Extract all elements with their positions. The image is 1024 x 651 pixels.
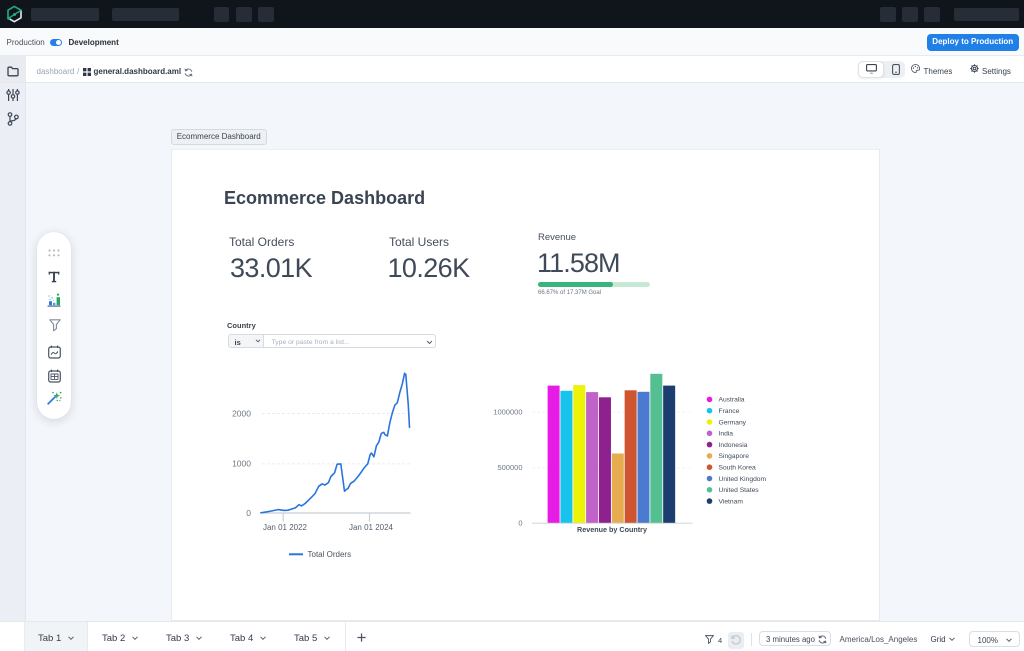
svg-text:Germany: Germany	[719, 419, 747, 426]
svg-text:Revenue by Country: Revenue by Country	[577, 525, 647, 534]
svg-text:Total Orders: Total Orders	[308, 550, 352, 559]
svg-text:United States: United States	[719, 487, 760, 494]
svg-text:0: 0	[518, 519, 522, 528]
svg-text:Singapore: Singapore	[719, 453, 750, 460]
svg-text:India: India	[719, 431, 734, 438]
svg-text:Jan 01 2022: Jan 01 2022	[263, 523, 308, 532]
svg-text:Vietnam: Vietnam	[719, 498, 744, 505]
svg-text:500000: 500000	[497, 463, 522, 472]
svg-text:South Korea: South Korea	[719, 465, 756, 472]
svg-text:1000000: 1000000	[493, 408, 522, 417]
svg-text:1000: 1000	[232, 459, 251, 469]
svg-text:Australia: Australia	[719, 397, 745, 404]
svg-text:0: 0	[246, 508, 251, 518]
svg-text:France: France	[719, 408, 740, 415]
svg-text:United Kingdom: United Kingdom	[719, 476, 767, 483]
svg-text:Indonesia: Indonesia	[719, 442, 748, 449]
svg-text:Jan 01 2024: Jan 01 2024	[349, 523, 394, 532]
svg-text:2000: 2000	[232, 408, 251, 418]
